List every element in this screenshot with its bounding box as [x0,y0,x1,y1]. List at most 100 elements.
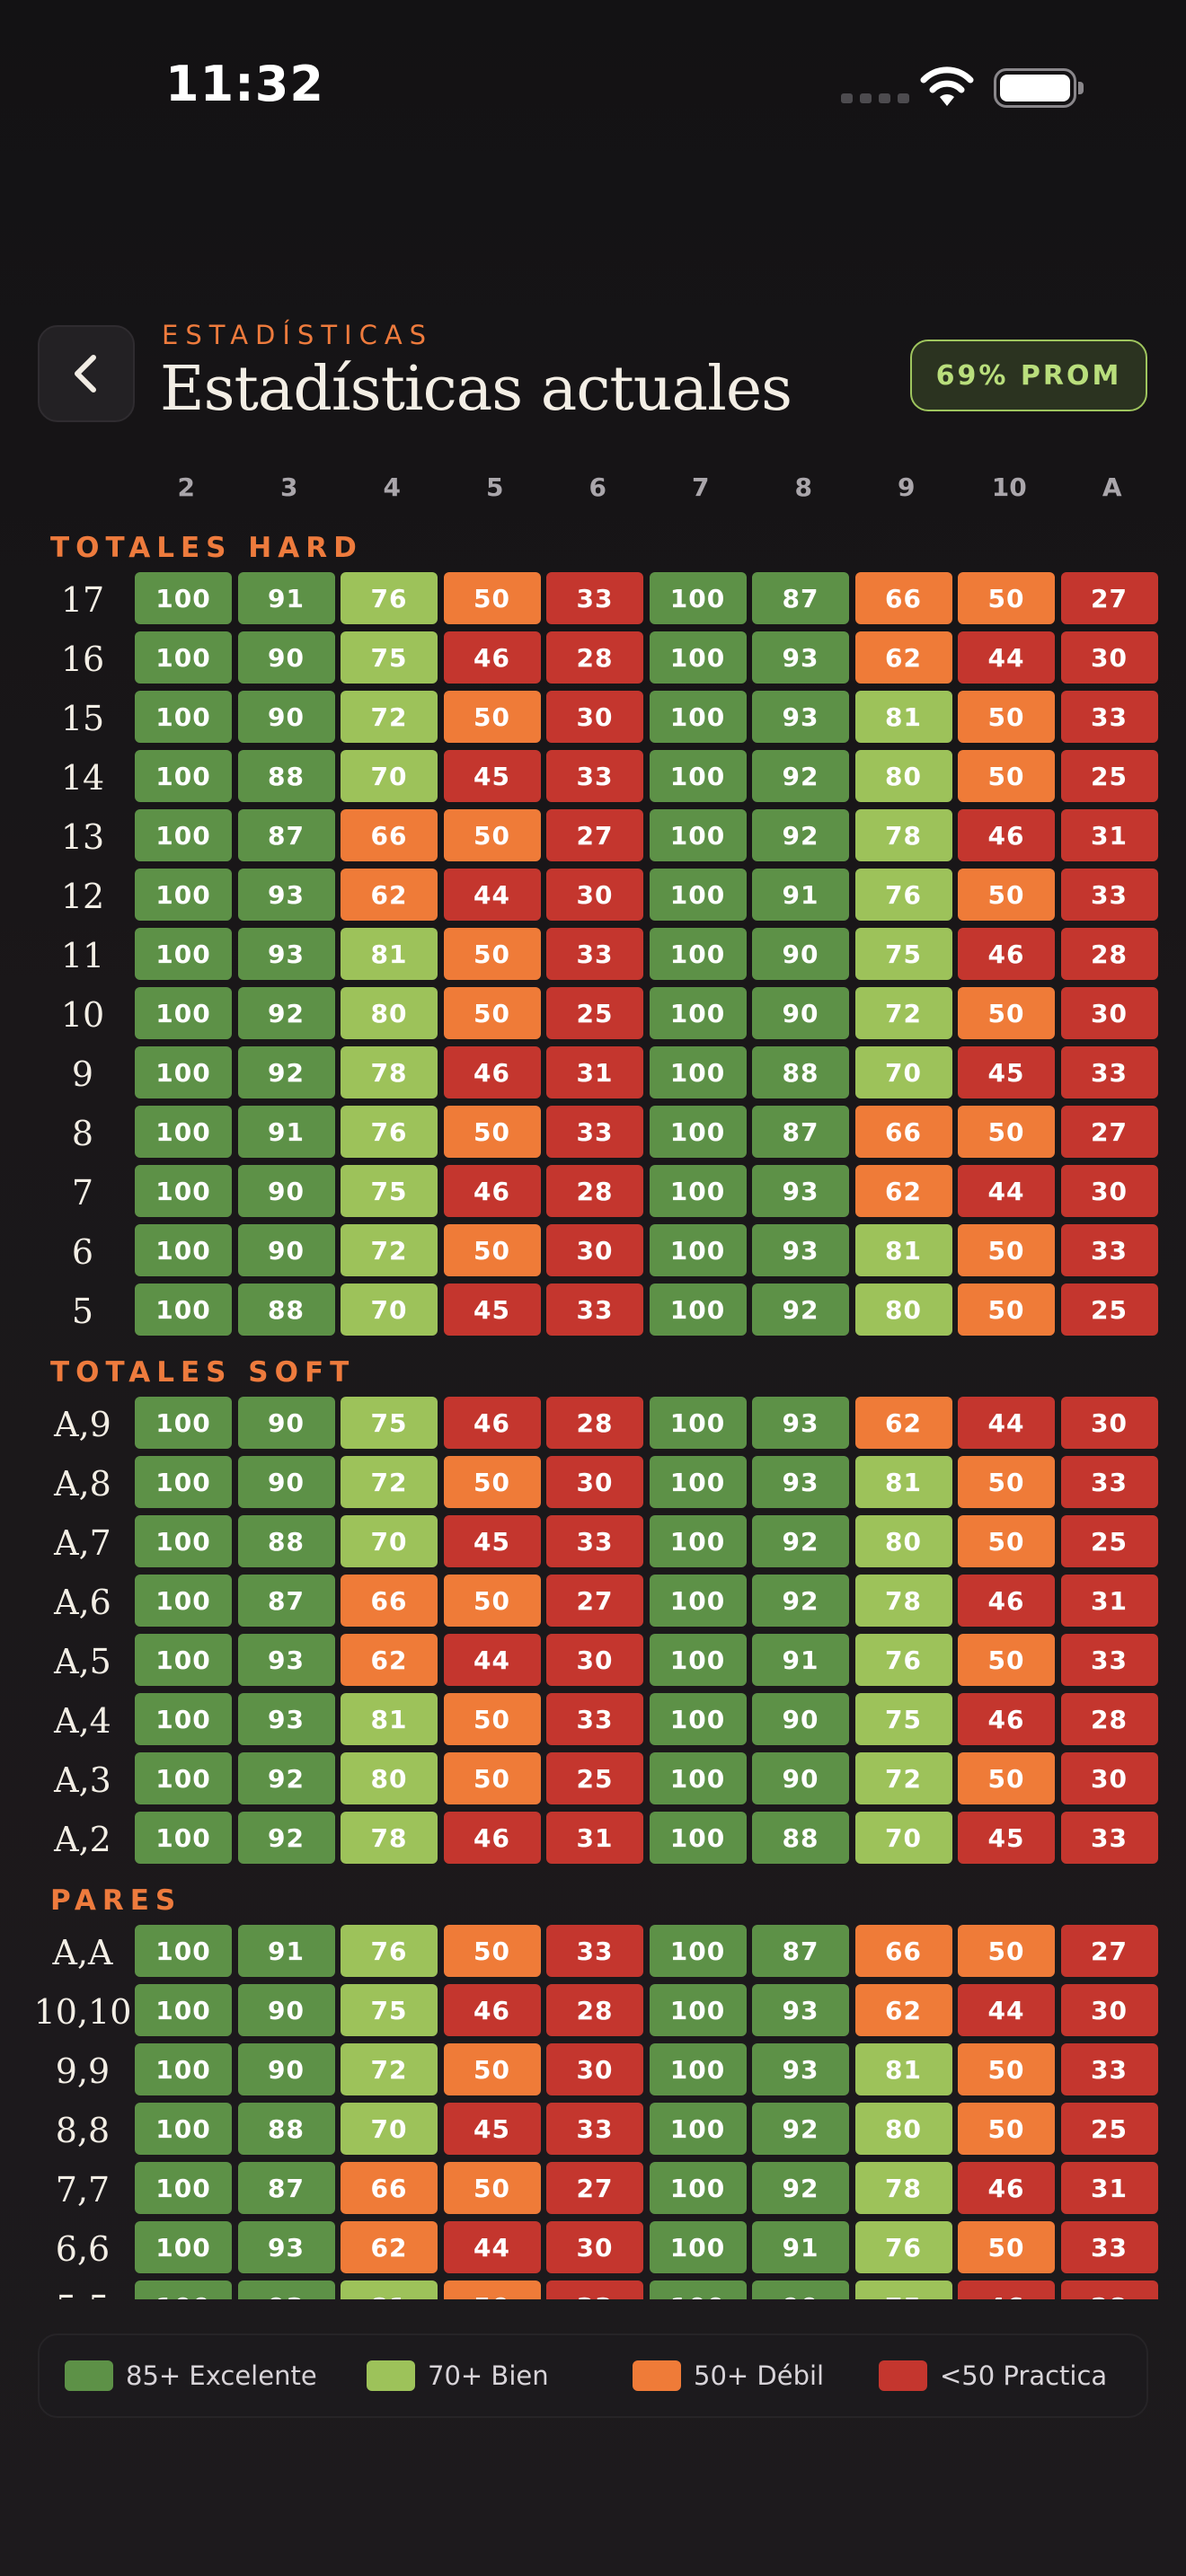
stat-cell[interactable]: 25 [546,1752,643,1804]
stat-cell[interactable]: 91 [237,1106,335,1158]
stat-cell[interactable]: 93 [752,2043,849,2095]
stat-cell[interactable]: 44 [958,631,1055,684]
stat-cell[interactable]: 66 [341,2162,438,2214]
stat-cell[interactable]: 100 [135,987,232,1039]
stat-cell[interactable]: 33 [546,928,643,980]
stat-cell[interactable]: 93 [237,928,335,980]
stat-cell[interactable]: 92 [752,1515,849,1567]
stat-cell[interactable]: 46 [958,809,1055,861]
stat-cell[interactable]: 78 [854,1575,952,1627]
stat-cell[interactable]: 50 [958,987,1055,1039]
stat-cell[interactable]: 92 [752,2103,849,2155]
stat-cell[interactable]: 75 [341,1165,438,1217]
stat-cell[interactable]: 100 [135,2103,232,2155]
stat-cell[interactable]: 90 [237,631,335,684]
stat-cell[interactable]: 72 [341,2043,438,2095]
stat-cell[interactable]: 100 [649,1515,747,1567]
stat-cell[interactable]: 30 [546,2221,643,2273]
stat-cell[interactable]: 27 [1060,572,1158,624]
stat-cell[interactable]: 100 [649,1693,747,1745]
stat-cell[interactable]: 62 [341,1634,438,1686]
stat-cell[interactable]: 100 [135,1224,232,1276]
stat-cell[interactable]: 100 [649,928,747,980]
stat-cell[interactable]: 50 [958,1106,1055,1158]
stat-cell[interactable]: 100 [135,1284,232,1336]
stat-cell[interactable]: 93 [752,691,849,743]
stat-cell[interactable]: 90 [237,1165,335,1217]
stat-cell[interactable]: 33 [546,750,643,802]
stat-cell[interactable]: 100 [649,869,747,921]
stat-cell[interactable]: 72 [854,987,952,1039]
stat-cell[interactable]: 87 [752,1925,849,1977]
stat-cell[interactable]: 75 [341,1984,438,2036]
stat-cell[interactable]: 72 [854,1752,952,1804]
stat-cell[interactable]: 50 [443,1752,541,1804]
stat-cell[interactable]: 72 [341,691,438,743]
stat-cell[interactable]: 33 [546,572,643,624]
stat-cell[interactable]: 62 [341,2221,438,2273]
stat-cell[interactable]: 100 [135,572,232,624]
stat-cell[interactable]: 100 [135,809,232,861]
stat-cell[interactable]: 50 [958,1284,1055,1336]
stat-cell[interactable]: 50 [443,2162,541,2214]
stat-cell[interactable]: 100 [135,1634,232,1686]
stat-cell[interactable]: 100 [135,691,232,743]
stat-cell[interactable]: 45 [443,750,541,802]
stat-cell[interactable]: 30 [546,1224,643,1276]
stat-cell[interactable]: 100 [649,1752,747,1804]
stat-cell[interactable]: 78 [854,809,952,861]
stat-cell[interactable]: 93 [752,1456,849,1508]
stat-cell[interactable]: 27 [546,1575,643,1627]
stat-cell[interactable]: 88 [237,1284,335,1336]
stat-cell[interactable]: 50 [958,2103,1055,2155]
stat-cell[interactable]: 76 [854,1634,952,1686]
stat-cell[interactable]: 25 [546,987,643,1039]
stat-cell[interactable]: 33 [546,2103,643,2155]
stat-cell[interactable]: 90 [752,987,849,1039]
stat-cell[interactable]: 76 [341,1925,438,1977]
stat-cell[interactable]: 90 [752,928,849,980]
stat-cell[interactable]: 31 [1060,1575,1158,1627]
stat-cell[interactable]: 50 [443,1456,541,1508]
stat-cell[interactable]: 31 [546,1812,643,1864]
stat-cell[interactable]: 88 [752,1046,849,1098]
stat-cell[interactable]: 100 [135,1046,232,1098]
stat-cell[interactable]: 62 [854,1984,952,2036]
stat-cell[interactable]: 100 [649,809,747,861]
stat-cell[interactable]: 93 [752,1397,849,1449]
stat-cell[interactable]: 81 [854,2043,952,2095]
stat-cell[interactable]: 27 [1060,1106,1158,1158]
stat-cell[interactable]: 92 [752,750,849,802]
stat-cell[interactable]: 93 [752,1984,849,2036]
stat-cell[interactable]: 46 [958,1693,1055,1745]
stat-cell[interactable]: 100 [649,2221,747,2273]
stat-cell[interactable]: 50 [443,2280,541,2299]
stat-cell[interactable]: 70 [854,1812,952,1864]
stat-cell[interactable]: 93 [237,1693,335,1745]
stat-cell[interactable]: 33 [1060,691,1158,743]
stat-cell[interactable]: 100 [649,1812,747,1864]
stat-cell[interactable]: 62 [854,1397,952,1449]
stat-cell[interactable]: 46 [443,1397,541,1449]
stat-cell[interactable]: 90 [752,2280,849,2299]
stat-cell[interactable]: 91 [752,869,849,921]
stat-cell[interactable]: 88 [752,1812,849,1864]
stat-cell[interactable]: 100 [649,2162,747,2214]
stat-cell[interactable]: 100 [135,1106,232,1158]
stat-cell[interactable]: 100 [649,987,747,1039]
stat-cell[interactable]: 76 [854,869,952,921]
stat-cell[interactable]: 91 [752,2221,849,2273]
stat-cell[interactable]: 28 [546,1165,643,1217]
stat-cell[interactable]: 50 [958,1515,1055,1567]
stat-cell[interactable]: 50 [958,1925,1055,1977]
stat-cell[interactable]: 50 [958,2043,1055,2095]
stat-cell[interactable]: 50 [958,869,1055,921]
stat-cell[interactable]: 75 [854,928,952,980]
stat-cell[interactable]: 90 [237,1397,335,1449]
stat-cell[interactable]: 50 [443,928,541,980]
stat-cell[interactable]: 46 [443,1165,541,1217]
stat-cell[interactable]: 70 [341,750,438,802]
stat-cell[interactable]: 87 [237,1575,335,1627]
stat-cell[interactable]: 87 [237,809,335,861]
stat-cell[interactable]: 46 [443,631,541,684]
